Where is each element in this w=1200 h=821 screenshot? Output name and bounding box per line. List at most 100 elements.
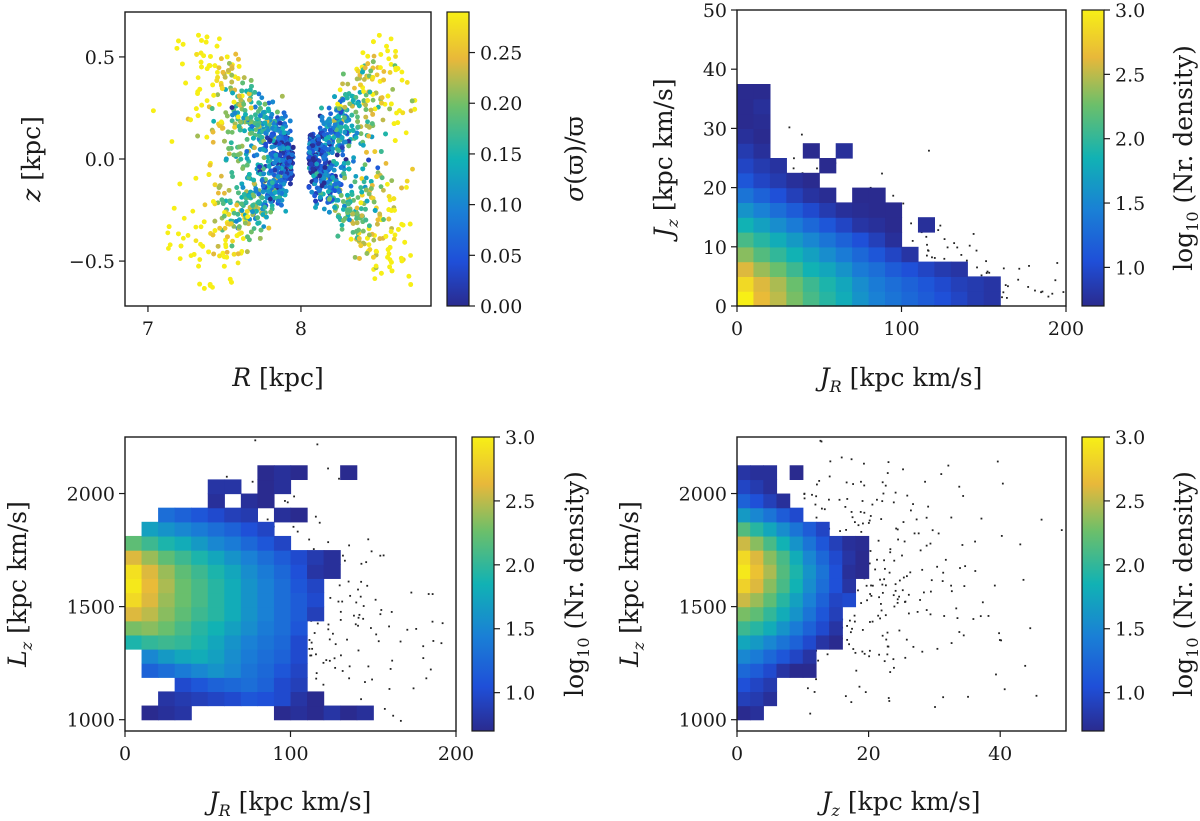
heatmap-cell xyxy=(835,291,853,307)
scatter-point xyxy=(235,76,241,81)
scatter-point xyxy=(354,220,360,226)
sparse-point xyxy=(309,654,312,657)
colorbar-tick-label: 1.5 xyxy=(505,619,535,641)
heatmap-cell xyxy=(885,276,903,292)
scatter-point xyxy=(358,131,364,137)
sparse-point xyxy=(892,194,895,197)
heatmap-cell xyxy=(737,113,755,129)
scatter-point xyxy=(390,86,396,92)
sparse-point xyxy=(871,503,874,506)
scatter-point xyxy=(360,166,366,172)
scatter-point xyxy=(327,184,332,190)
scatter-point xyxy=(371,39,376,45)
heatmap-cell xyxy=(737,217,755,233)
sparse-point xyxy=(940,473,943,475)
heatmap-cell xyxy=(191,550,209,565)
heatmap-cell xyxy=(750,465,764,481)
scatter-point xyxy=(336,148,342,154)
heatmap-cell xyxy=(141,634,159,650)
heatmap-cell xyxy=(934,276,952,292)
heatmap-cell xyxy=(763,620,778,636)
heatmap-cell xyxy=(737,479,751,495)
scatter-point xyxy=(239,230,244,236)
scatter-point xyxy=(306,145,312,151)
scatter-point xyxy=(229,129,235,135)
scatter-point xyxy=(269,180,275,186)
colorbar-ticks: 1.0 1.5 2.0 2.5 3.0 xyxy=(1104,0,1145,279)
scatter-point xyxy=(256,100,262,106)
scatter-point xyxy=(275,174,281,179)
colorbar-tick-label: 1.5 xyxy=(1115,193,1145,215)
sparse-point xyxy=(863,511,866,514)
heatmap-cell xyxy=(763,578,778,594)
scatter-point xyxy=(387,70,393,75)
scatter-point xyxy=(241,75,247,81)
scatter-point xyxy=(354,76,360,82)
heatmap-cell xyxy=(737,507,751,523)
sparse-point xyxy=(819,439,822,442)
scatter-point xyxy=(321,206,327,212)
scatter-point xyxy=(199,64,204,70)
scatter-point xyxy=(350,211,356,217)
sparse-point xyxy=(312,548,315,550)
scatter-point xyxy=(247,87,253,93)
sparse-point xyxy=(870,584,872,587)
heatmap-cell xyxy=(207,564,225,579)
scatter-point xyxy=(387,245,393,250)
heatmap-cell xyxy=(737,521,751,537)
scatter-point xyxy=(355,68,361,74)
sparse-point xyxy=(360,580,363,583)
sparse-point xyxy=(813,691,816,693)
sparse-point xyxy=(888,700,891,702)
sparse-point xyxy=(327,467,329,470)
scatter-point xyxy=(248,114,254,120)
heatmap-cell xyxy=(753,113,771,129)
sparse-point xyxy=(857,524,860,527)
heatmap-cell xyxy=(776,564,791,579)
heatmap-cell xyxy=(207,620,225,636)
heatmap-cell xyxy=(835,143,853,159)
scatter-point xyxy=(236,224,242,230)
heatmap-cell xyxy=(290,691,308,707)
sparse-point xyxy=(327,623,330,626)
scatter-point xyxy=(342,104,348,110)
sparse-point xyxy=(976,266,978,269)
sparse-point xyxy=(987,615,990,617)
heatmap-cell xyxy=(842,592,857,608)
x-tick-label: 100 xyxy=(272,743,308,765)
sparse-point xyxy=(853,521,856,524)
scatter-point xyxy=(316,188,322,194)
sparse-point xyxy=(357,624,359,627)
heatmap-cell xyxy=(750,663,764,678)
heatmap-cell xyxy=(829,592,843,608)
sparse-point xyxy=(826,653,829,656)
sparse-point xyxy=(362,605,365,607)
heatmap-cell xyxy=(207,535,225,551)
scatter-point xyxy=(279,115,285,121)
sparse-point xyxy=(889,551,892,554)
scatter-point xyxy=(211,118,217,124)
scatter-point xyxy=(283,208,289,214)
scatter-point xyxy=(212,63,218,69)
scatter-point xyxy=(276,190,281,195)
scatter-point xyxy=(193,175,199,181)
scatter-point xyxy=(353,173,359,179)
scatter-point xyxy=(235,114,241,120)
scatter-point xyxy=(306,184,312,190)
scatter-point xyxy=(358,82,363,88)
heatmap-cell xyxy=(750,691,764,707)
scatter-point xyxy=(310,143,316,149)
scatter-point xyxy=(196,32,201,38)
scatter-point xyxy=(200,243,206,249)
heatmap-cell xyxy=(158,564,176,579)
scatter-point xyxy=(233,218,239,224)
scatter-point xyxy=(360,142,366,148)
heatmap-cell xyxy=(753,84,771,100)
sparse-point xyxy=(883,660,886,663)
scatter-point xyxy=(264,214,269,220)
sparse-point xyxy=(1000,535,1003,537)
scatter-point xyxy=(310,139,316,144)
sparse-point xyxy=(863,652,866,655)
scatter-point xyxy=(312,193,318,199)
